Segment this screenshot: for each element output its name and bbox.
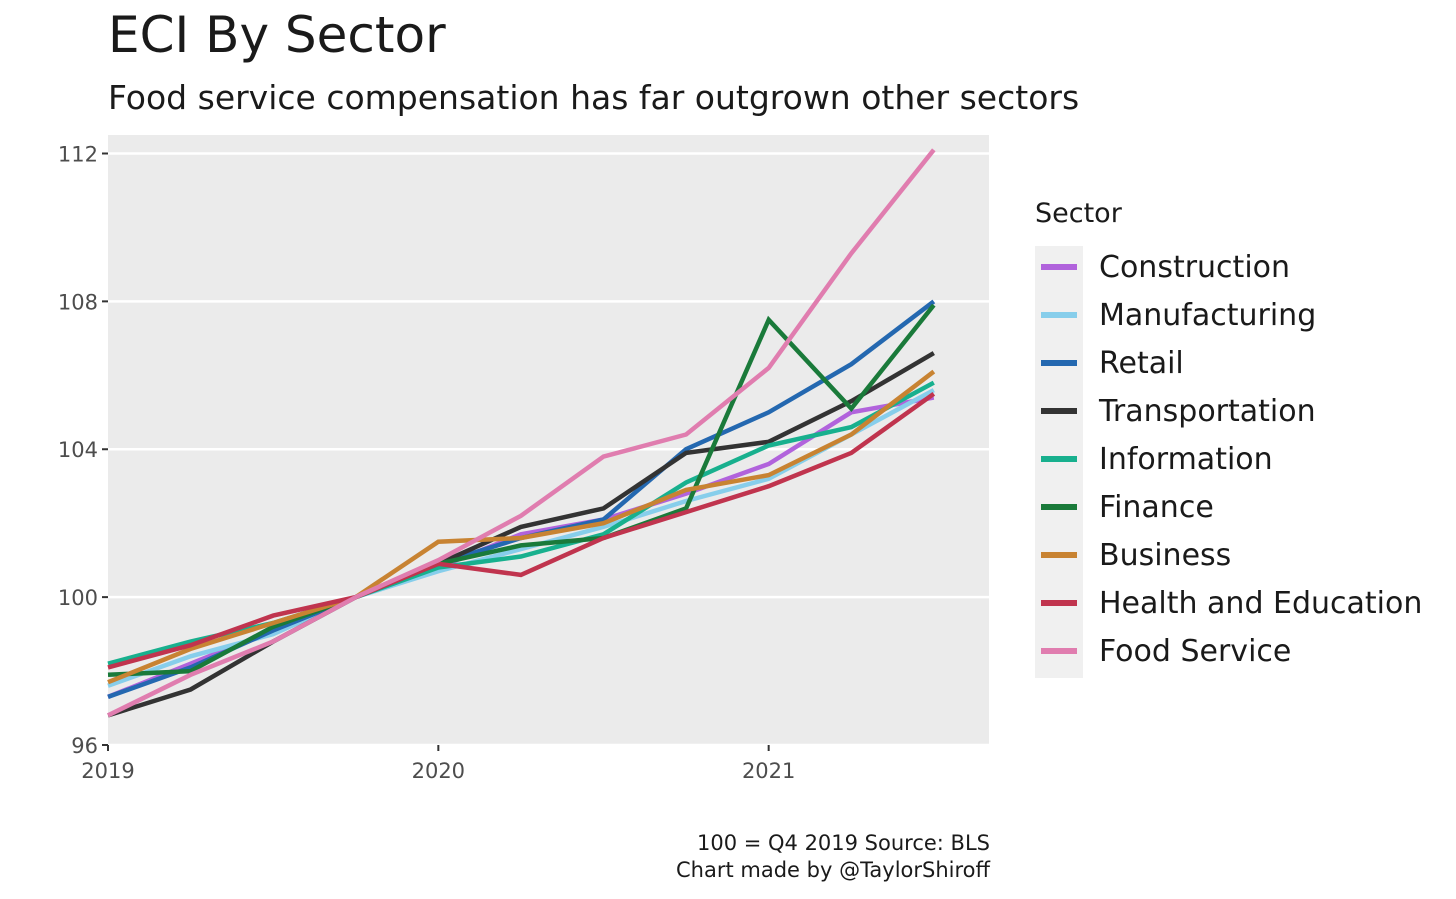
legend-item-food-service: Food Service [1035,627,1422,675]
legend-label: Information [1099,441,1273,477]
y-tick-label: 104 [58,438,98,462]
legend-label: Finance [1099,489,1214,525]
legend-item-transportation: Transportation [1035,387,1422,435]
x-tick-label: 2020 [412,759,465,783]
series-lines [107,148,936,718]
y-tick-label: 96 [71,734,98,758]
gridlines [108,152,989,747]
chart-title: ECI By Sector [108,6,446,64]
chart-caption: 100 = Q4 2019 Source: BLS Chart made by … [676,830,990,884]
legend-list: Construction Manufacturing Retail Transport… [1035,243,1422,675]
legend: Sector Construction Manufacturing Retail Tr… [1035,198,1422,678]
legend-item-information: Information [1035,435,1422,483]
legend-swatch [1035,339,1083,387]
x-tick-label: 2021 [742,759,795,783]
legend-label: Health and Education [1099,585,1423,621]
legend-label: Food Service [1099,633,1292,669]
legend-item-construction: Construction [1035,243,1422,291]
legend-swatch [1035,531,1083,579]
legend-item-business: Business [1035,531,1422,579]
series-line-food-service [107,148,936,718]
legend-title: Sector [1035,198,1122,229]
series-line-finance [107,303,936,678]
chart-subtitle: Food service compensation has far outgro… [108,78,1080,117]
legend-swatch [1035,243,1083,291]
legend-label: Construction [1099,249,1291,285]
legend-label: Business [1099,537,1232,573]
legend-item-retail: Retail [1035,339,1422,387]
x-tick-label: 2019 [81,759,134,783]
y-tick-label: 100 [58,586,98,610]
legend-label: Manufacturing [1099,297,1317,333]
legend-swatch [1035,435,1083,483]
legend-swatch [1035,627,1083,675]
series-line-business [107,369,936,685]
legend-swatch [1035,579,1083,627]
series-line-health-and-education [107,391,936,670]
legend-swatch [1035,387,1083,435]
legend-swatch [1035,483,1083,531]
legend-item-manufacturing: Manufacturing [1035,291,1422,339]
caption-line-credit: Chart made by @TaylorShiroff [676,858,990,882]
legend-item-health-and-education: Health and Education [1035,579,1422,627]
caption-line-source: 100 = Q4 2019 Source: BLS [696,831,990,855]
legend-label: Retail [1099,345,1184,381]
legend-swatch [1035,291,1083,339]
y-tick-label: 108 [58,290,98,314]
legend-label: Transportation [1099,393,1316,429]
legend-key-background [1035,246,1083,678]
axes: 96 100 104 108 112 2019 2020 2021 [58,142,795,783]
legend-item-finance: Finance [1035,483,1422,531]
series-line-information [107,380,935,666]
y-tick-label: 112 [58,142,98,166]
series-line-transportation [107,351,935,718]
